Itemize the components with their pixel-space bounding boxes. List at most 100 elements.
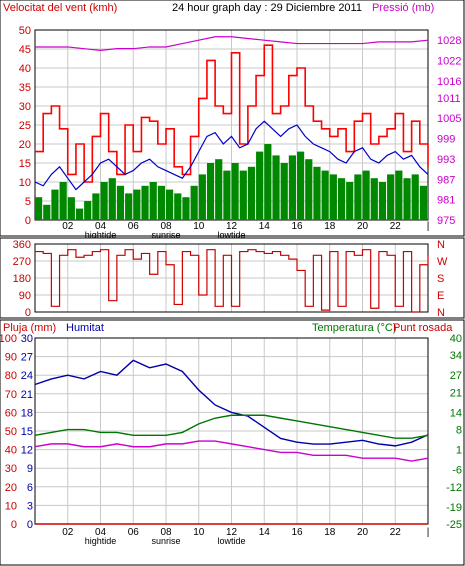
pressure-y-tick-label: 1028 xyxy=(437,35,461,47)
climate-hour-label: 20 xyxy=(357,527,369,538)
compass-label: E xyxy=(437,290,444,302)
pressure-y-tick-label: 1016 xyxy=(437,76,461,88)
dewpoint-axis-label: Punt rosada xyxy=(393,322,453,334)
rain-y-tick-label: 0 xyxy=(27,519,33,531)
temperature-y-tick-label: 21 xyxy=(450,387,462,399)
wind-avg-bar xyxy=(100,182,108,220)
wind-hour-label: 12 xyxy=(226,221,238,232)
climate-hour-label: 18 xyxy=(324,527,336,538)
climate-hour-label: | xyxy=(427,527,430,538)
series-line-velocitat-del-vent xyxy=(35,44,429,183)
series-line-humitat xyxy=(34,359,429,447)
climate-event-label: sunrise xyxy=(151,536,180,546)
pressure-y-tick-label: 1022 xyxy=(437,56,461,68)
wind-avg-bar xyxy=(329,174,337,220)
wind-x-labels: 02 04 06 08 10 12 14 16 18 20 22 | hightide sunrise lo… xyxy=(62,221,429,240)
wind-avg-bar xyxy=(411,174,419,220)
climate-hour-label: 12 xyxy=(226,527,238,538)
direction-y-tick-label: 270 xyxy=(13,256,31,268)
humidity-y-tick-label: 30 xyxy=(5,463,17,475)
wind-avg-bar xyxy=(149,182,157,220)
climate-hour-label: 04 xyxy=(95,527,107,538)
rain-y-tick-label: 9 xyxy=(27,463,33,475)
wind-hour-label: 04 xyxy=(95,221,107,232)
climate-hour-label: 06 xyxy=(128,527,140,538)
wind-avg-bar xyxy=(67,197,75,220)
rain-y-tick-label: 21 xyxy=(21,389,33,401)
wind-avg-bar xyxy=(215,159,223,220)
temperature-y-tick-label: 1 xyxy=(456,445,462,457)
pressure-axis-label: Pressió (mb) xyxy=(372,2,434,14)
wind-hour-label: 02 xyxy=(62,221,74,232)
rain-y-tick-label: 6 xyxy=(27,482,33,494)
wind-y-tick-label: 45 xyxy=(19,44,31,56)
wind-hour-label: 10 xyxy=(193,221,205,232)
wind-y-tick-label: 40 xyxy=(19,63,31,75)
humidity-axis-label: Humitat xyxy=(66,322,104,334)
wind-event-label: hightide xyxy=(85,230,117,240)
humidity-y-tick-label: 10 xyxy=(5,500,17,512)
wind-avg-bar xyxy=(190,185,198,220)
rain-y-tick-label: 24 xyxy=(21,370,33,382)
pressure-y-tick-label: 981 xyxy=(437,195,455,207)
wind-hour-label: 22 xyxy=(390,221,402,232)
chart-title: 24 hour graph day : 29 Diciembre 2011 xyxy=(172,2,362,14)
direction-y-ticks: 0 90 180 270 360 xyxy=(13,239,31,319)
wind-avg-bar xyxy=(166,189,174,220)
wind-avg-bar xyxy=(370,178,378,220)
wind-y-tick-label: 15 xyxy=(19,158,31,170)
temperature-y-tick-label: 8 xyxy=(456,425,462,437)
wind-avg-bar xyxy=(419,185,427,220)
direction-y-tick-label: 90 xyxy=(19,290,31,302)
wind-avg-bar xyxy=(337,178,346,220)
wind-avg-bar xyxy=(297,151,305,220)
wind-y-ticks: 0 5 10 15 20 25 30 35 40 45 50 xyxy=(19,25,31,227)
rain-y-tick-label: 27 xyxy=(21,352,33,364)
wind-avg-bar xyxy=(59,182,67,220)
climate-hour-label: 14 xyxy=(259,527,271,538)
wind-avg-bar xyxy=(75,208,84,220)
wind-avg-bar xyxy=(256,151,264,220)
compass-label: N xyxy=(437,239,445,251)
climate-hour-label: 02 xyxy=(62,527,74,538)
series-line-punt-rosada xyxy=(34,440,429,462)
humidity-y-tick-label: 50 xyxy=(5,426,17,438)
humidity-y-tick-label: 100 xyxy=(0,333,17,345)
climate-hour-label: 08 xyxy=(160,527,172,538)
wind-avg-bar xyxy=(313,166,321,220)
rain-y-tick-label: 15 xyxy=(21,426,33,438)
series-line-r-fega xyxy=(34,120,429,191)
climate-y-ticks: 0102030405060708090100036912151821242730… xyxy=(0,333,462,531)
wind-y-tick-label: 35 xyxy=(19,82,31,94)
wind-avg-bar xyxy=(321,170,329,220)
temperature-y-tick-label: 27 xyxy=(450,370,462,382)
climate-event-label: hightide xyxy=(85,536,117,546)
wind-hour-label: 16 xyxy=(291,221,303,232)
wind-hour-label: | xyxy=(427,221,430,232)
temperature-y-tick-label: -25 xyxy=(446,519,462,531)
humidity-y-tick-label: 40 xyxy=(5,445,17,457)
wind-avg-bar xyxy=(362,170,370,220)
wind-avg-bar xyxy=(288,155,296,220)
wind-hour-label: 06 xyxy=(128,221,140,232)
wind-hour-label: 14 xyxy=(259,221,271,232)
compass-label: S xyxy=(437,273,444,285)
climate-panel-grid xyxy=(34,337,429,525)
wind-event-label: lowtide xyxy=(217,230,245,240)
wind-y-tick-label: 5 xyxy=(25,196,31,208)
temperature-axis-label: Temperatura (°C) xyxy=(312,322,396,334)
wind-avg-bar xyxy=(92,193,100,220)
wind-avg-bar xyxy=(174,193,182,220)
temperature-y-tick-label: 34 xyxy=(450,350,462,362)
humidity-y-tick-label: 90 xyxy=(5,352,17,364)
pressure-y-tick-label: 999 xyxy=(437,134,455,146)
wind-avg-bar xyxy=(141,185,149,220)
wind-avg-bar xyxy=(35,197,43,220)
temperature-y-tick-label: -12 xyxy=(446,482,462,494)
pressure-y-tick-label: 1005 xyxy=(437,113,461,125)
direction-y-tick-label: 0 xyxy=(25,307,31,319)
wind-y-tick-label: 25 xyxy=(19,120,31,132)
